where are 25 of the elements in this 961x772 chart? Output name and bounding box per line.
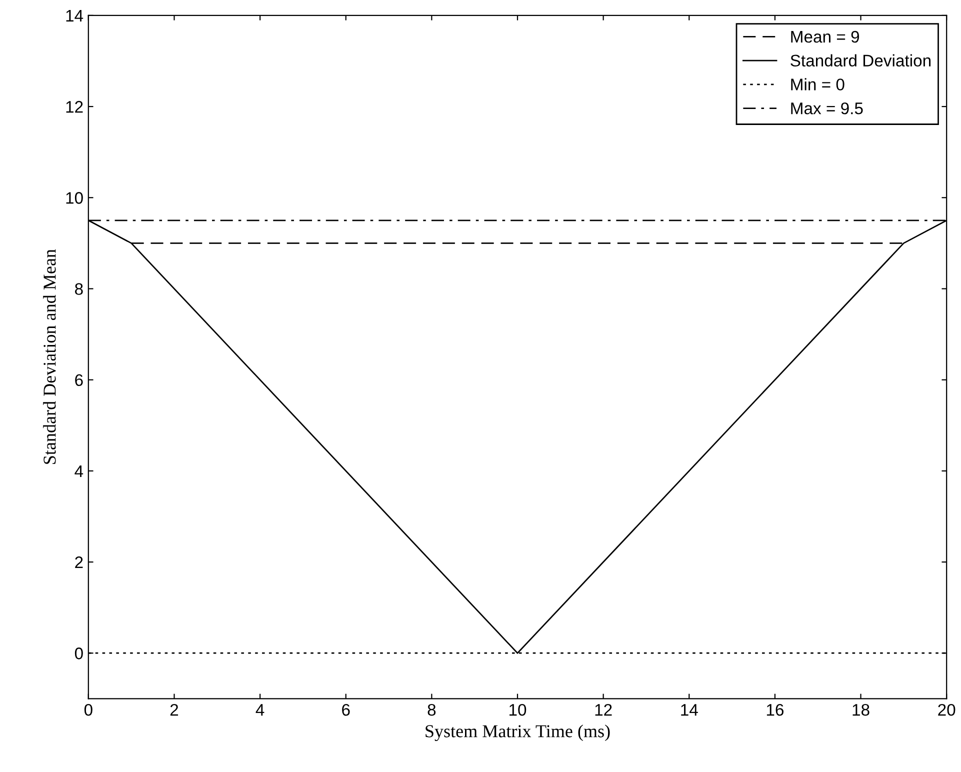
y-tick-label: 12: [66, 100, 83, 113]
y-tick-label: 8: [75, 283, 83, 295]
y-tick-label: 0: [74, 648, 83, 660]
x-tick-label: 20: [938, 704, 956, 716]
y-tick-label: 10: [66, 192, 83, 204]
y-tick-label: 6: [75, 374, 83, 386]
x-tick-label: 8: [428, 704, 436, 716]
x-tick-label: 14: [681, 704, 698, 716]
y-axis-title: Standard Deviation and Mean: [43, 249, 56, 464]
x-tick-label: 10: [510, 704, 526, 716]
x-tick-label: 0: [84, 704, 92, 716]
x-tick-label: 12: [595, 704, 612, 716]
x-tick-label: 16: [766, 704, 784, 716]
legend-label: Min = 0: [791, 78, 844, 90]
legend-label: Mean = 9: [791, 30, 859, 43]
x-tick-label: 4: [256, 704, 264, 716]
x-axis-title: System Matrix Time (ms): [426, 724, 610, 742]
legend-label: Standard Deviation: [790, 54, 931, 67]
y-tick-label: 4: [74, 465, 84, 477]
legend-label: Max = 9.5: [791, 102, 863, 114]
x-tick-label: 18: [852, 704, 870, 716]
y-tick-label: 2: [75, 556, 83, 568]
y-tick-label: 14: [66, 10, 84, 22]
x-tick-label: 6: [342, 704, 350, 716]
x-tick-label: 2: [170, 704, 178, 716]
